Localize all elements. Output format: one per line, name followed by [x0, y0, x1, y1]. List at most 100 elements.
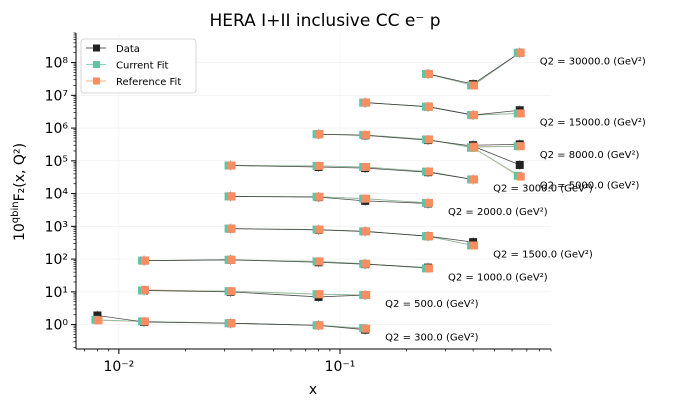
legend-marker [93, 44, 100, 52]
data-line [427, 52, 520, 85]
current-line [318, 133, 520, 177]
legend-box [80, 38, 197, 94]
reference-fit-point [315, 192, 324, 201]
legend-entry: Reference Fit [86, 77, 181, 88]
legend-marker [93, 61, 100, 68]
q2-bin-label: Q2 = 30000.0 (GeV²) [540, 57, 646, 68]
q2-bin-series [224, 191, 433, 209]
q2-bin-series [312, 129, 525, 181]
reference-fit-point [424, 69, 433, 78]
y-tick-label: 10⁸ [45, 56, 69, 72]
q2-bin-series [138, 285, 371, 302]
reference-fit-point [315, 321, 324, 330]
q2-bin-series [421, 47, 525, 90]
data-point [93, 311, 102, 320]
reference-fit-point [362, 259, 371, 268]
reference-fit-point [141, 317, 150, 326]
x-tick-label: 10⁻¹ [325, 359, 356, 375]
legend-entry: Current Fit [86, 61, 169, 72]
reference-fit-point [94, 316, 103, 325]
reference-fit-point [362, 324, 371, 333]
q2-bin-series [224, 223, 479, 250]
reference-fit-point [227, 192, 236, 201]
reference-fit-point [516, 172, 525, 181]
current-line [473, 145, 520, 148]
reference-fit-point [424, 102, 433, 111]
reference-fit-point [362, 130, 371, 139]
reference-fit-point [470, 142, 479, 151]
reference-fit-point [315, 225, 324, 234]
q2-bin-label: Q2 = 3000.0 (GeV²) [493, 183, 593, 194]
y-axis-label: 10qbinF₂(x, Q²) [10, 143, 28, 241]
y-tick-label: 10⁷ [45, 88, 68, 104]
q2-bin-series [359, 97, 525, 121]
reference-fit-point [141, 256, 150, 265]
reference-fit-point [424, 198, 433, 207]
reference-fit-point [362, 162, 371, 171]
reference-fit-point [315, 130, 324, 139]
reference-fit-point [470, 81, 479, 90]
y-tick-label: 10⁴ [45, 187, 69, 203]
reference-fit-point [424, 135, 433, 144]
q2-bin-label: Q2 = 1000.0 (GeV²) [448, 272, 548, 283]
reference-fit-point [362, 291, 371, 300]
reference-fit-point [227, 224, 236, 233]
y-axis-label-text: 10qbinF₂(x, Q²) [10, 143, 28, 241]
q2-bin-label: Q2 = 300.0 (GeV²) [385, 333, 478, 344]
reference-fit-point [424, 167, 433, 176]
reference-fit-point [141, 285, 150, 294]
reference-fit-point [470, 241, 479, 250]
data-line [144, 290, 366, 298]
reference-line [318, 133, 520, 177]
reference-fit-point [516, 48, 525, 57]
y-tick-label: 10³ [45, 219, 68, 235]
q2-bin-label: Q2 = 500.0 (GeV²) [385, 299, 478, 310]
y-tick-label: 10¹ [45, 285, 68, 301]
legend-entry: Data [86, 44, 140, 55]
q2-bin-series [467, 139, 525, 152]
reference-fit-point [516, 142, 525, 151]
q2-bin-label: Q2 = 8000.0 (GeV²) [540, 150, 640, 161]
legend-label: Current Fit [116, 61, 169, 72]
y-tick-label: 10² [45, 252, 68, 268]
data-line [230, 196, 429, 204]
y-tick-label: 10⁰ [45, 318, 69, 334]
x-tick-label: 10⁻² [103, 359, 134, 375]
legend-label: Data [116, 44, 140, 55]
reference-fit-point [227, 287, 236, 296]
reference-fit-point [227, 161, 236, 170]
reference-fit-point [362, 227, 371, 236]
data-line [473, 143, 520, 146]
data-line [230, 165, 474, 180]
ticks: 10⁰ 10¹ 10² 10³ 10⁴ 10⁵ 10⁶ 10⁷ 10⁸ 10⁻² 10⁻¹ [45, 32, 552, 375]
y-tick-label: 10⁶ [45, 121, 69, 137]
q2-bin-series [138, 254, 433, 273]
q2-bin-label: Q2 = 2000.0 (GeV²) [448, 207, 548, 218]
data-point [515, 160, 524, 169]
data-line [230, 228, 474, 243]
chart-title: HERA I+II inclusive CC e⁻ p [210, 11, 441, 31]
reference-fit-point [424, 264, 433, 273]
y-tick-label: 10⁵ [45, 154, 68, 170]
reference-fit-point [315, 290, 324, 299]
legend: Data Current Fit Reference Fit [80, 38, 197, 94]
x-axis-label: x [309, 382, 317, 398]
q2-bin-series [224, 160, 479, 185]
q2-bin-series [91, 310, 371, 335]
bin-labels: Q2 = 300.0 (GeV²) Q2 = 500.0 (GeV²) Q2 = 1… [385, 57, 646, 344]
reference-fit-point [315, 257, 324, 266]
legend-marker [93, 77, 100, 85]
reference-fit-point [470, 111, 479, 120]
reference-fit-point [362, 194, 371, 203]
q2-bin-label: Q2 = 15000.0 (GeV²) [540, 117, 646, 128]
series-layer [91, 47, 525, 335]
data-line [365, 102, 520, 116]
reference-fit-point [424, 232, 433, 241]
q2-bin-label: Q2 = 1500.0 (GeV²) [493, 250, 593, 261]
reference-fit-point [470, 175, 479, 184]
data-line [144, 259, 429, 269]
reference-fit-point [315, 161, 324, 170]
reference-fit-point [362, 98, 371, 107]
q2-bin-label: Q2 = 5000.0 (GeV²) [540, 181, 640, 192]
reference-fit-point [516, 109, 525, 118]
